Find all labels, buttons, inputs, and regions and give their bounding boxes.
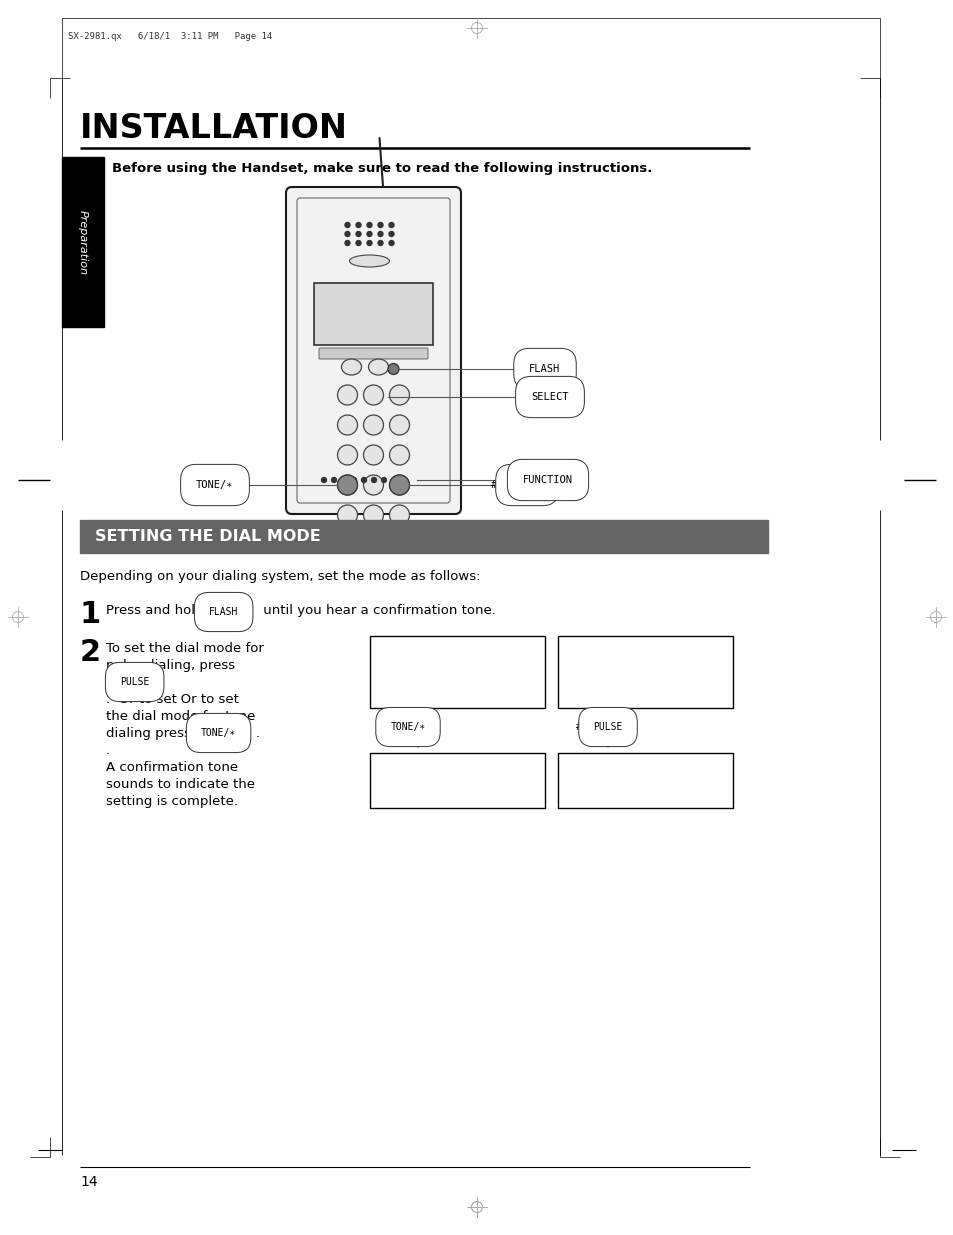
Text: Tone  -  Press ∗: Tone - Press ∗ (376, 664, 484, 674)
Bar (558, 753, 732, 808)
Circle shape (363, 475, 383, 495)
Bar (80, 520, 767, 553)
Text: PULSE: PULSE (120, 677, 150, 687)
Circle shape (377, 231, 382, 236)
Bar (370, 753, 544, 808)
Text: pulse dialing, press: pulse dialing, press (106, 659, 234, 672)
Text: setting is complete.: setting is complete. (106, 795, 237, 808)
Circle shape (389, 241, 394, 246)
Circle shape (401, 478, 406, 483)
Text: TONE/∗: TONE/∗ (196, 480, 233, 490)
Text: TONE/∗: TONE/∗ (390, 722, 425, 732)
Ellipse shape (349, 254, 389, 267)
Text: To set the dial mode for: To set the dial mode for (106, 642, 264, 655)
Text: the dial mode for tone: the dial mode for tone (106, 710, 255, 722)
Circle shape (377, 222, 382, 227)
Circle shape (377, 241, 382, 246)
Text: #/: #/ (490, 480, 502, 490)
Circle shape (361, 478, 366, 483)
Text: Pulse Dialing: Pulse Dialing (598, 774, 691, 787)
Text: .: . (106, 743, 110, 757)
Ellipse shape (368, 359, 388, 375)
Bar (370, 636, 544, 708)
Text: A confirmation tone: A confirmation tone (106, 761, 238, 774)
Text: #/: #/ (106, 678, 117, 688)
Text: PULSE: PULSE (511, 480, 542, 490)
Circle shape (389, 231, 394, 236)
Circle shape (351, 478, 356, 483)
Bar (62, 157, 104, 327)
Text: FLASH: FLASH (209, 606, 238, 618)
Circle shape (337, 415, 357, 435)
Text: dialing press: dialing press (106, 727, 191, 740)
Circle shape (363, 385, 383, 405)
Circle shape (363, 415, 383, 435)
Circle shape (367, 241, 372, 246)
Text: FLASH: FLASH (529, 364, 560, 374)
Text: SX-2981.qx   6/18/1  3:11 PM   Page 14: SX-2981.qx 6/18/1 3:11 PM Page 14 (68, 32, 272, 41)
Circle shape (345, 241, 350, 246)
Text: 1: 1 (80, 600, 101, 629)
Circle shape (389, 415, 409, 435)
Circle shape (389, 385, 409, 405)
Circle shape (337, 385, 357, 405)
Text: .: . (255, 727, 260, 740)
Circle shape (337, 505, 357, 525)
Text: sounds to indicate the: sounds to indicate the (106, 778, 254, 790)
Text: Tone Dialing: Tone Dialing (415, 774, 499, 787)
Circle shape (321, 478, 326, 483)
Text: FUNCTION: FUNCTION (522, 475, 573, 485)
Text: PULSE: PULSE (593, 722, 622, 732)
Circle shape (389, 475, 409, 495)
Circle shape (355, 222, 360, 227)
Text: SELECT: SELECT (531, 391, 568, 403)
Circle shape (363, 505, 383, 525)
Text: Press and hold: Press and hold (106, 604, 208, 618)
Circle shape (341, 478, 346, 483)
Text: until you hear a confirmation tone.: until you hear a confirmation tone. (258, 604, 496, 618)
Text: Before using the Handset, make sure to read the following instructions.: Before using the Handset, make sure to r… (112, 162, 652, 175)
Bar (558, 636, 732, 708)
Text: 2: 2 (80, 638, 101, 667)
Text: SETTING THE DIAL MODE: SETTING THE DIAL MODE (95, 529, 320, 543)
Text: TONE/∗: TONE/∗ (201, 727, 236, 739)
Circle shape (355, 231, 360, 236)
Text: Depending on your dialing system, set the mode as follows:: Depending on your dialing system, set th… (80, 571, 480, 583)
Circle shape (367, 231, 372, 236)
Circle shape (388, 363, 398, 374)
Text: Tone  -  Press ∗: Tone - Press ∗ (564, 664, 672, 674)
Circle shape (345, 231, 350, 236)
Circle shape (389, 222, 394, 227)
Text: 14: 14 (80, 1174, 97, 1189)
Circle shape (337, 445, 357, 466)
Text: #/: #/ (576, 722, 587, 732)
Text: Dial Mode:Tone: Dial Mode:Tone (564, 643, 659, 655)
Ellipse shape (341, 359, 361, 375)
Text: Pulse-  Press  #: Pulse- Press # (564, 684, 672, 694)
Circle shape (381, 478, 386, 483)
Text: .  Or to set: . Or to set (168, 693, 238, 706)
FancyBboxPatch shape (318, 348, 428, 359)
Text: Preparation: Preparation (78, 210, 88, 274)
Circle shape (355, 241, 360, 246)
Circle shape (331, 478, 336, 483)
Text: INSTALLATION: INSTALLATION (80, 112, 348, 144)
Text: Dial Mode:Pulse: Dial Mode:Pulse (376, 643, 477, 655)
Text: .  Or to set: . Or to set (106, 693, 176, 706)
Circle shape (337, 475, 357, 495)
Circle shape (389, 505, 409, 525)
FancyBboxPatch shape (286, 186, 460, 514)
Circle shape (345, 222, 350, 227)
Circle shape (367, 222, 372, 227)
Bar (314, 283, 433, 345)
Circle shape (363, 445, 383, 466)
Circle shape (389, 475, 409, 495)
Circle shape (371, 478, 376, 483)
Circle shape (337, 475, 357, 495)
Circle shape (389, 445, 409, 466)
Text: Pulse-  Press  #: Pulse- Press # (376, 684, 484, 694)
Circle shape (391, 478, 396, 483)
